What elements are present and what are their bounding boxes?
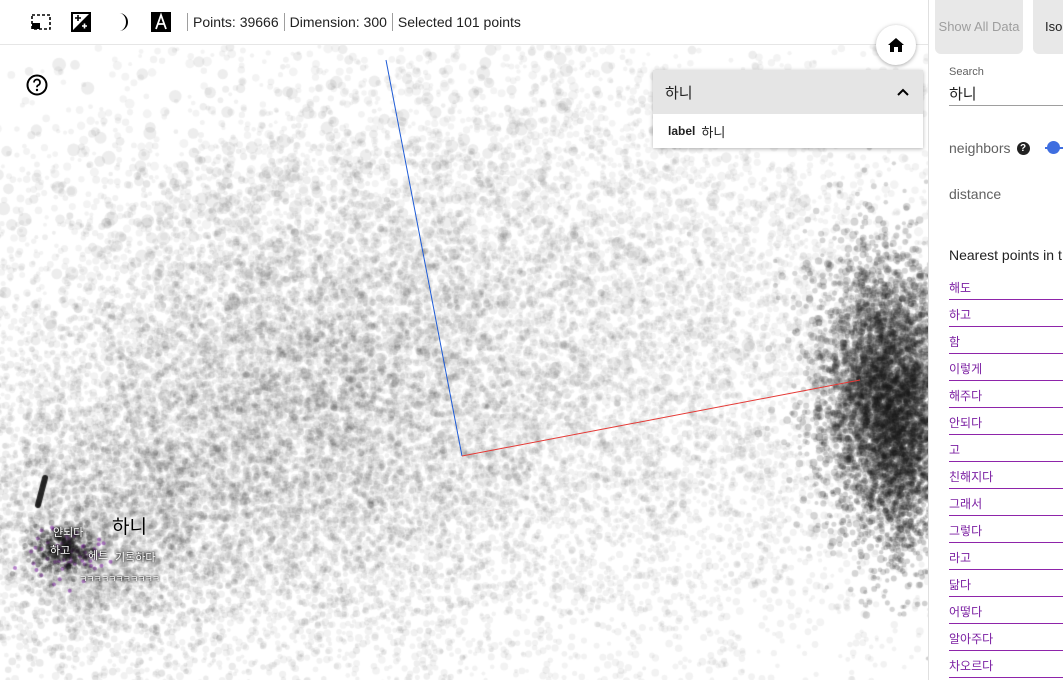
help-icon[interactable]: ? <box>1017 142 1030 155</box>
nearest-point-item[interactable]: 하고 <box>949 300 1063 327</box>
nearest-point-item[interactable]: 안되다 <box>949 408 1063 435</box>
y-axis-line <box>386 60 462 456</box>
nearest-points-title: Nearest points in t <box>949 247 1062 263</box>
inspector-panel: Show All Data Iso… Search neighbors ? di… <box>928 0 1063 680</box>
nearest-point-item[interactable]: 닮다 <box>949 570 1063 597</box>
nearest-point-item[interactable]: 그렇다 <box>949 516 1063 543</box>
nearest-point-item[interactable]: 해주다 <box>949 381 1063 408</box>
help-icon[interactable] <box>26 74 48 96</box>
color-edit-icon[interactable] <box>69 10 93 34</box>
select-box-icon[interactable] <box>29 10 53 34</box>
neighbors-label: neighbors ? <box>949 140 1030 156</box>
point-info-card: 하니 label 하니 <box>653 70 923 148</box>
point-info-title: 하니 <box>665 82 693 103</box>
point-label: 하고 <box>50 542 70 558</box>
neighbors-slider-handle[interactable] <box>1047 141 1060 154</box>
nearest-point-item[interactable]: 차오르다 <box>949 651 1063 678</box>
point-label: 헤트 <box>88 547 108 563</box>
point-info-header[interactable]: 하니 <box>653 70 923 114</box>
point-label: ㅋㅋㅋㅋㅋㅋㅋㅋㅋㅋㅋ <box>79 572 159 585</box>
nearest-point-item[interactable]: 라고 <box>949 543 1063 570</box>
nearest-point-item[interactable]: 친해지다 <box>949 462 1063 489</box>
nearest-points-list: 해도 하고 함 이렇게 해주다 안되다 고 친해지다 그래서 그렇다 라고 닮다 어떻다 알아주다 차오르다 <box>949 273 1063 678</box>
point-label: 기록하다 <box>115 549 155 565</box>
nearest-point-item[interactable]: 그래서 <box>949 489 1063 516</box>
home-icon[interactable] <box>876 25 916 65</box>
panel-button-row: Show All Data Iso… <box>935 0 1063 54</box>
nearest-point-item[interactable]: 알아주다 <box>949 624 1063 651</box>
selected-count: Selected 101 points <box>392 13 526 31</box>
label-icon[interactable] <box>149 10 173 34</box>
point-info-body: label 하니 <box>653 114 923 148</box>
metadata-value: 하니 <box>701 122 725 141</box>
projector-toolbar: Points: 39666 Dimension: 300 Selected 10… <box>0 0 928 45</box>
distance-label: distance <box>949 186 1001 202</box>
selected-point-label: 하니 <box>112 512 147 539</box>
metadata-key: label <box>668 124 695 138</box>
nearest-point-item[interactable]: 어떻다 <box>949 597 1063 624</box>
chevron-up-icon[interactable] <box>895 84 911 100</box>
search-label: Search <box>949 66 984 78</box>
x-axis-line <box>462 380 860 456</box>
nearest-point-item[interactable]: 해도 <box>949 273 1063 300</box>
point-label: 얀되다 <box>53 524 83 540</box>
search-input[interactable] <box>949 82 1063 106</box>
show-all-data-button[interactable]: Show All Data <box>935 0 1023 54</box>
status-bar: Points: 39666 Dimension: 300 Selected 10… <box>187 13 526 31</box>
isolate-button[interactable]: Iso… <box>1033 0 1063 54</box>
nearest-point-item[interactable]: 고 <box>949 435 1063 462</box>
dimension-count: Dimension: 300 <box>284 13 392 31</box>
points-count: Points: 39666 <box>187 13 284 31</box>
neighbors-text: neighbors <box>949 140 1011 156</box>
nearest-point-item[interactable]: 이렇게 <box>949 354 1063 381</box>
night-mode-icon[interactable] <box>109 10 133 34</box>
nearest-point-item[interactable]: 함 <box>949 327 1063 354</box>
projection-viewport[interactable]: Points: 39666 Dimension: 300 Selected 10… <box>0 0 928 680</box>
